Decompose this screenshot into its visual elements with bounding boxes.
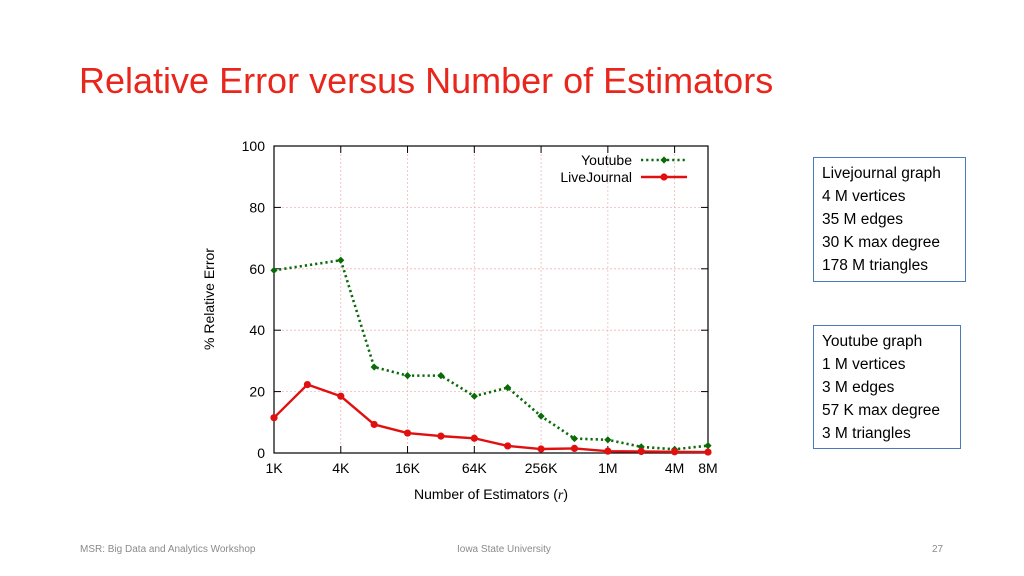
data-point-youtube [604,436,612,444]
y-axis-title: % Relative Error [201,248,217,350]
data-point-livejournal [704,448,712,456]
data-point-youtube [337,256,345,264]
x-axis-title-end: ) [563,486,568,502]
data-point-youtube [504,384,512,392]
livejournal-info-line: Livejournal graph [822,165,941,182]
chart-series [270,256,712,456]
data-point-livejournal [537,445,545,453]
series-line-youtube [273,258,709,451]
x-tick-label: 256K [525,460,558,476]
footer-university: Iowa State University [457,544,551,555]
legend-marker-youtube [660,156,668,164]
plot-area-frame [273,145,709,454]
data-point-livejournal [604,447,612,455]
series-line-livejournal [273,383,709,454]
data-point-livejournal [437,432,445,440]
youtube-info-line: 1 M vertices [822,356,906,373]
x-tick-label: 1K [265,460,283,476]
data-point-livejournal [470,434,478,442]
y-tick-label: 0 [257,445,265,461]
youtube-info-line: 3 M triangles [822,425,911,442]
x-axis-title-variable: r [558,488,564,503]
data-point-livejournal [671,448,679,456]
slide-number: 27 [932,544,944,555]
chart-grid [274,146,708,453]
x-tick-label: 64K [462,460,488,476]
youtube-info-line: 57 K max degree [822,402,941,419]
legend-label-livejournal: LiveJournal [560,169,632,185]
data-point-youtube [470,392,478,400]
data-point-livejournal [637,447,645,456]
y-tick-label: 20 [249,384,265,400]
data-point-livejournal [504,442,512,450]
data-point-youtube [437,372,445,380]
data-point-livejournal [270,414,278,422]
x-tick-label: 4K [332,460,350,476]
youtube-info-box: Youtube graph 1 M vertices 3 M edges 57 … [813,325,961,449]
data-point-youtube [570,434,579,443]
livejournal-info-line: 4 M vertices [822,188,906,205]
y-tick-label: 80 [249,199,265,215]
x-tick-label: 16K [395,460,421,476]
slide-title: Relative Error versus Number of Estimato… [79,60,774,101]
y-tick-label: 40 [249,322,265,338]
series-livejournal [270,380,712,456]
x-tick-label: 4M [665,460,684,476]
chart-axis-ticks: 0 20 40 60 80 100 1K 4K 16K 64K 256K 1M 4M 8M [242,138,718,476]
data-point-youtube [370,363,378,371]
youtube-info-line: Youtube graph [822,333,923,350]
livejournal-info-line: 35 M edges [822,211,903,228]
data-point-livejournal [370,420,378,429]
livejournal-info-line: 30 K max degree [822,234,941,251]
data-point-youtube [403,372,412,380]
x-axis-title: Number of Estimators (r) [414,486,568,503]
x-tick-label: 1M [598,460,617,476]
data-point-livejournal [337,392,345,400]
livejournal-info-box: Livejournal graph 4 M vertices 35 M edge… [813,157,966,282]
youtube-info-line: 3 M edges [822,379,895,396]
data-point-livejournal [303,380,311,389]
livejournal-info-line: 178 M triangles [822,257,928,274]
x-axis-title-text: Number of Estimators ( [414,486,558,502]
data-point-youtube [270,266,278,274]
data-point-youtube [537,412,545,420]
legend-label-youtube: Youtube [581,152,632,168]
y-tick-label: 100 [242,138,266,154]
footer-workshop: MSR: Big Data and Analytics Workshop [80,544,256,555]
data-point-livejournal [570,444,579,452]
y-tick-label: 60 [249,261,265,277]
legend-marker-livejournal [660,173,668,181]
series-youtube [270,256,712,453]
data-point-youtube [637,443,645,451]
x-tick-label: 8M [698,460,717,476]
data-point-livejournal [403,429,412,437]
data-point-youtube [704,442,712,450]
